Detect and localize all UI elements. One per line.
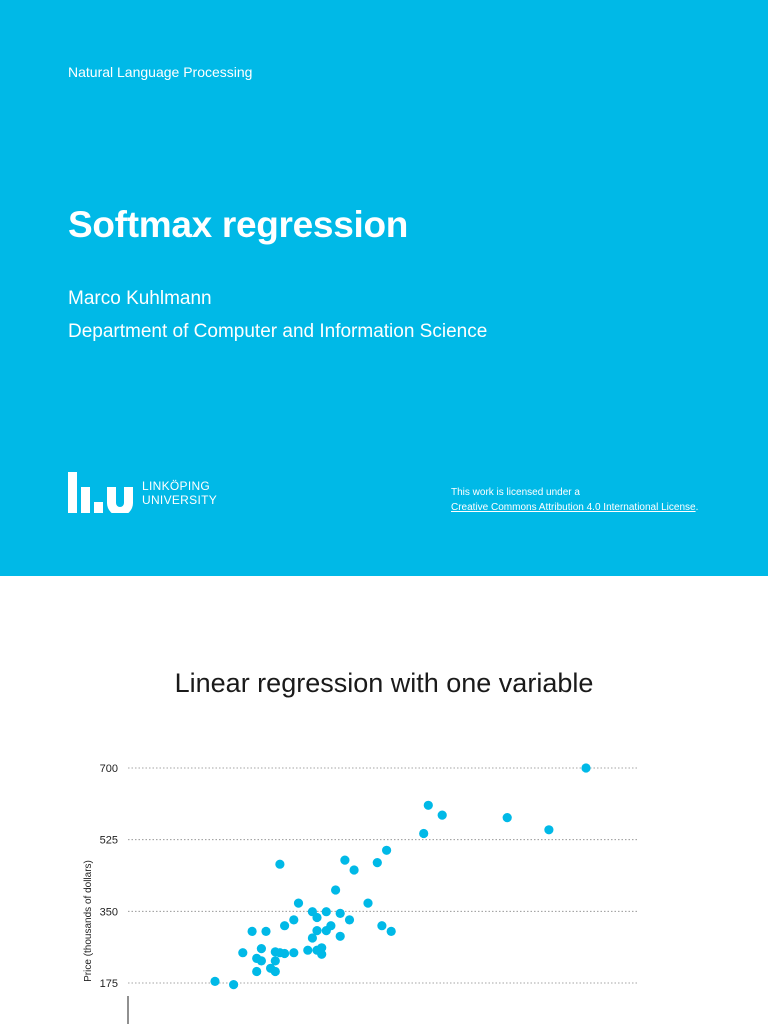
data-point bbox=[280, 921, 290, 931]
scatter-chart: 175 350 525 700 Price (thousands of dollars) bbox=[83, 763, 638, 1024]
data-point bbox=[238, 948, 248, 958]
data-point bbox=[256, 956, 266, 966]
data-point bbox=[437, 810, 447, 820]
license-notice: This work is licensed under a Creative C… bbox=[451, 485, 698, 515]
data-point bbox=[321, 907, 331, 917]
data-point bbox=[312, 912, 322, 923]
data-point bbox=[382, 845, 392, 855]
data-point bbox=[544, 825, 554, 835]
y-axis-label: Price (thousands of dollars) bbox=[83, 860, 94, 982]
data-point bbox=[386, 926, 396, 936]
data-point bbox=[256, 944, 266, 954]
data-point bbox=[289, 948, 299, 958]
license-text: This work is licensed under a bbox=[451, 487, 580, 498]
data-point bbox=[261, 926, 271, 936]
university-logo: LINKÖPING UNIVERSITY bbox=[68, 472, 217, 513]
y-tick-label: 350 bbox=[100, 906, 118, 918]
data-point bbox=[331, 885, 341, 895]
chart-slide: Linear regression with one variable 175 3… bbox=[0, 576, 768, 1024]
data-point bbox=[335, 908, 345, 918]
data-point bbox=[275, 859, 285, 869]
y-tick-label: 700 bbox=[100, 763, 118, 775]
liu-logo-icon bbox=[68, 472, 133, 513]
data-point bbox=[377, 921, 387, 931]
university-name-line2: UNIVERSITY bbox=[142, 492, 218, 507]
title-slide: Natural Language Processing Softmax regr… bbox=[0, 0, 768, 576]
data-point bbox=[270, 956, 280, 966]
data-point bbox=[293, 898, 304, 908]
data-point bbox=[247, 926, 257, 936]
data-point bbox=[344, 915, 355, 925]
data-point bbox=[349, 865, 359, 875]
data-point bbox=[229, 980, 239, 990]
data-point bbox=[423, 800, 433, 810]
department-name: Department of Computer and Information S… bbox=[68, 321, 488, 342]
author-name: Marco Kuhlmann bbox=[68, 288, 212, 309]
y-tick-label: 525 bbox=[100, 835, 118, 847]
y-tick-label: 175 bbox=[100, 978, 118, 990]
slide-title: Softmax regression bbox=[68, 204, 409, 245]
data-point bbox=[372, 858, 382, 868]
data-point bbox=[335, 931, 345, 941]
course-name: Natural Language Processing bbox=[68, 64, 253, 80]
university-name-line1: LINKÖPING bbox=[142, 478, 211, 493]
data-point bbox=[363, 898, 373, 908]
license-link[interactable]: Creative Commons Attribution 4.0 Interna… bbox=[451, 502, 696, 513]
data-point bbox=[252, 966, 262, 977]
data-point bbox=[581, 763, 591, 773]
data-point bbox=[326, 921, 336, 931]
data-point bbox=[210, 976, 220, 986]
data-point bbox=[270, 966, 280, 977]
data-point bbox=[280, 948, 290, 959]
data-point bbox=[289, 915, 299, 925]
data-point bbox=[303, 945, 313, 955]
chart-title: Linear regression with one variable bbox=[174, 668, 594, 698]
data-point bbox=[317, 943, 327, 953]
data-point bbox=[419, 828, 429, 839]
data-point bbox=[317, 949, 327, 959]
university-name: LINKÖPING UNIVERSITY bbox=[142, 479, 217, 507]
license-suffix: . bbox=[695, 502, 699, 513]
data-point bbox=[307, 933, 317, 943]
data-point bbox=[502, 813, 512, 823]
data-point bbox=[340, 855, 350, 865]
data-point bbox=[312, 926, 322, 936]
